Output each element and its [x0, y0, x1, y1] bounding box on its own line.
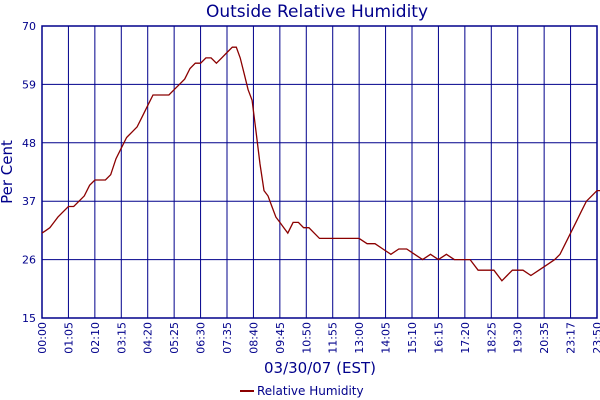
x-tick-label: 16:15 [432, 322, 445, 354]
x-tick-label: 08:40 [247, 322, 260, 354]
x-tick-label: 10:50 [300, 322, 313, 354]
chart-title: Outside Relative Humidity [206, 2, 428, 22]
x-tick-label: 17:20 [459, 322, 472, 354]
y-tick-label: 48 [22, 137, 36, 150]
x-axis-label: 03/30/07 (EST) [264, 359, 376, 377]
y-tick-label: 26 [22, 254, 36, 267]
x-tick-label: 19:30 [512, 322, 525, 354]
y-axis-label: Per Cent [0, 140, 16, 204]
y-tick-label: 15 [22, 312, 36, 325]
legend: Relative Humidity [240, 384, 364, 398]
x-tick-label: 20:35 [538, 322, 551, 354]
x-tick-label: 23:50 [591, 322, 600, 354]
x-tick-label: 06:30 [195, 322, 208, 354]
x-tick-label: 05:25 [168, 322, 181, 354]
x-tick-label: 04:20 [142, 322, 155, 354]
series-line-relative-humidity [41, 46, 600, 282]
x-tick-label: 00:00 [36, 322, 49, 354]
y-tick-labels: 15 26 37 48 59 70 [22, 20, 36, 325]
x-tick-labels: 00:00 01:05 02:10 03:15 04:20 05:25 06:30 07:35… [36, 322, 600, 354]
x-tick-label: 09:45 [274, 322, 287, 354]
x-tick-label: 03:15 [115, 322, 128, 354]
x-tick-label: 01:05 [62, 322, 75, 354]
grid [41, 25, 598, 319]
y-tick-label: 70 [22, 20, 36, 33]
x-tick-label: 15:10 [406, 322, 419, 354]
x-tick-label: 14:05 [380, 322, 393, 354]
x-tick-label: 11:55 [327, 322, 340, 354]
plot-frame [41, 25, 598, 319]
legend-label: Relative Humidity [257, 384, 364, 398]
y-tick-label: 59 [22, 78, 36, 91]
x-tick-label: 07:35 [221, 322, 234, 354]
x-tick-label: 18:25 [485, 322, 498, 354]
x-tick-label: 23:17 [565, 322, 578, 354]
y-tick-label: 37 [22, 195, 36, 208]
x-tick-label: 13:00 [353, 322, 366, 354]
x-tick-label: 02:10 [89, 322, 102, 354]
